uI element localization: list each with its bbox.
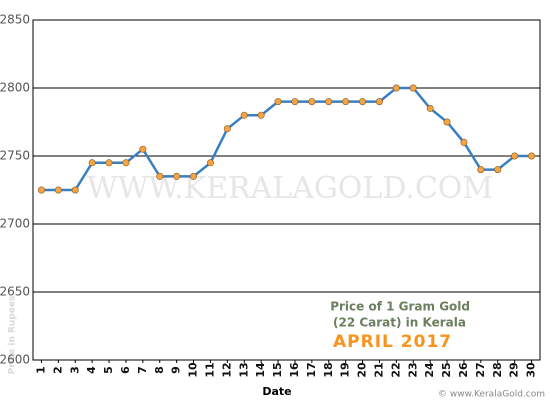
marker [105, 159, 113, 167]
marker [71, 186, 79, 194]
marker [511, 152, 519, 160]
marker [528, 152, 536, 160]
x-tick-label: 14 [254, 362, 267, 378]
x-tick-label: 22 [389, 362, 402, 377]
x-tick-label: 16 [288, 362, 301, 378]
x-tick-label: 15 [271, 362, 284, 377]
x-axis-label: Date [262, 385, 291, 398]
x-tick-label: 28 [491, 362, 504, 377]
marker [494, 166, 502, 174]
x-tick-label: 21 [372, 362, 385, 377]
x-tick-label: 4 [85, 366, 98, 374]
marker [477, 166, 485, 174]
marker [240, 111, 248, 119]
marker [375, 98, 383, 106]
marker [291, 98, 299, 106]
x-tick-label: 23 [406, 362, 419, 377]
marker [37, 186, 45, 194]
y-tick-label: 2700 [0, 217, 30, 231]
x-tick-label: 8 [153, 366, 166, 374]
marker [257, 111, 265, 119]
y-tick-label: 2850 [0, 13, 30, 27]
x-tick-label: 11 [203, 362, 216, 377]
marker [426, 104, 434, 112]
watermark: WWW.KERALAGOLD.COM [87, 171, 493, 206]
marker [274, 98, 282, 106]
x-tick-label: 10 [187, 362, 200, 378]
y-tick-label: 2800 [0, 81, 30, 95]
marker [156, 172, 164, 180]
x-tick-label: 7 [136, 366, 149, 374]
marker [190, 172, 198, 180]
y-axis-label: Price in Rupees [8, 296, 18, 375]
marker [443, 118, 451, 126]
x-tick-label: 13 [237, 362, 250, 377]
x-tick-label: 9 [170, 366, 183, 374]
marker [325, 98, 333, 106]
x-tick-label: 3 [68, 366, 81, 374]
x-tick-label: 1 [34, 366, 47, 374]
x-tick-label: 17 [305, 362, 318, 377]
marker [223, 125, 231, 133]
x-tick-label: 27 [474, 362, 487, 377]
annotation: Price of 1 Gram Gold [330, 300, 470, 314]
annotation: APRIL 2017 [333, 332, 452, 352]
marker [342, 98, 350, 106]
y-tick-label: 2600 [0, 353, 30, 367]
x-tick-label: 5 [102, 366, 115, 374]
footer: © www.KeralaGold.com [438, 390, 545, 400]
marker [139, 145, 147, 153]
x-tick-label: 19 [339, 362, 352, 377]
marker [359, 98, 367, 106]
marker [409, 84, 417, 92]
x-tick-label: 18 [322, 362, 335, 377]
marker [173, 172, 181, 180]
x-tick-label: 30 [525, 362, 538, 378]
x-tick-label: 6 [119, 366, 132, 374]
marker [54, 186, 62, 194]
marker [460, 138, 468, 146]
x-tick-label: 24 [423, 362, 436, 378]
x-tick-label: 12 [220, 362, 233, 377]
marker [122, 159, 130, 167]
y-tick-label: 2650 [0, 285, 30, 299]
marker [308, 98, 316, 106]
x-tick-label: 29 [508, 362, 521, 377]
plot-area [32, 19, 541, 361]
marker [88, 159, 96, 167]
marker [206, 159, 214, 167]
x-tick-label: 25 [440, 362, 453, 377]
x-tick-label: 20 [356, 362, 369, 378]
x-tick-label: 2 [51, 366, 64, 374]
x-tick-label: 26 [457, 362, 470, 378]
marker [392, 84, 400, 92]
y-tick-label: 2750 [0, 149, 30, 163]
annotation: (22 Carat) in Kerala [333, 316, 466, 330]
